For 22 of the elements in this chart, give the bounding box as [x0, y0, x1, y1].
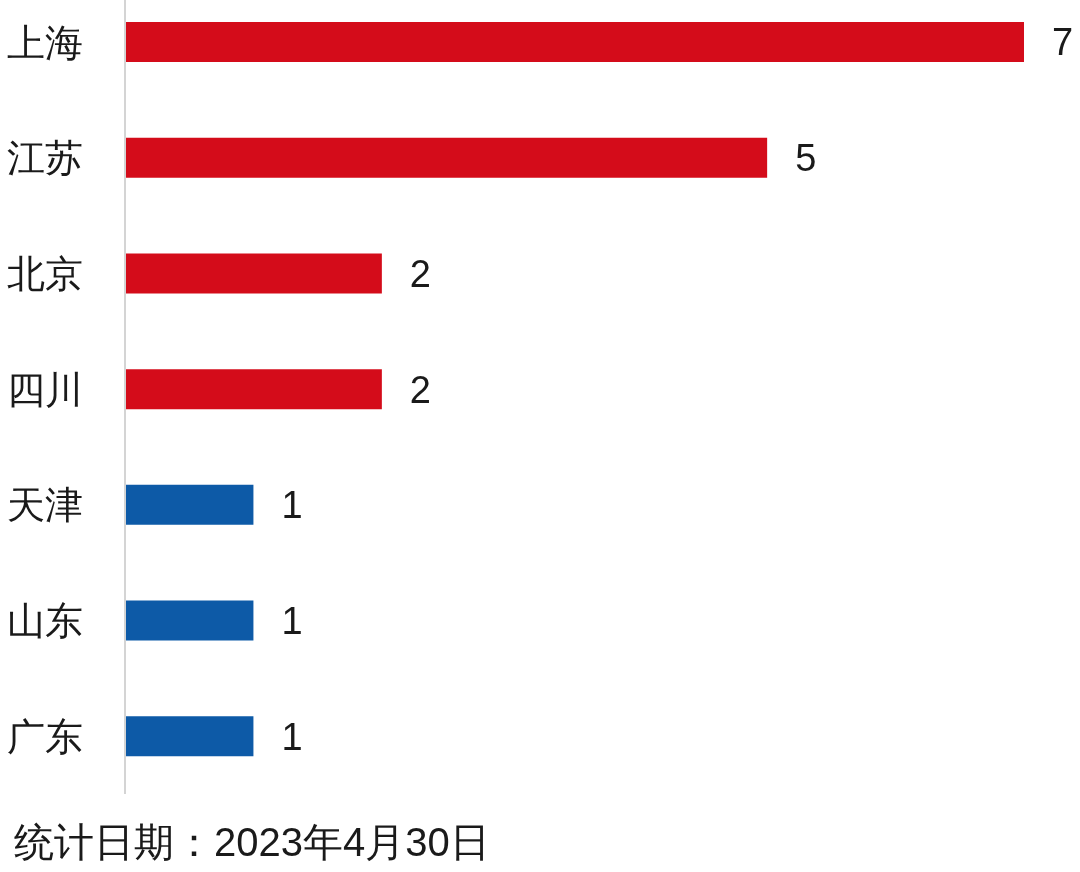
bar — [125, 716, 254, 757]
text: 统计日期：2023年4月30日 — [14, 820, 490, 864]
data-label: 1 — [281, 484, 303, 527]
y-tick-label: 天津 — [7, 484, 83, 527]
data-label: 1 — [281, 715, 303, 758]
data-label: 7 — [1052, 21, 1074, 64]
bar — [125, 369, 382, 410]
data-label: 5 — [795, 137, 817, 180]
y-tick-label: 山东 — [7, 600, 83, 643]
bar — [125, 137, 768, 178]
y-tick-label: 北京 — [7, 252, 83, 295]
y-tick-label: 上海 — [7, 21, 83, 64]
data-label: 2 — [409, 252, 431, 295]
data-label: 1 — [281, 600, 303, 643]
data-label: 2 — [409, 368, 431, 411]
bar — [125, 253, 382, 294]
y-tick-label: 四川 — [7, 368, 83, 411]
y-tick-label: 江苏 — [7, 137, 83, 180]
y-tick-label: 广东 — [7, 715, 83, 758]
bar — [125, 484, 254, 525]
bar — [125, 22, 1024, 62]
bar — [125, 600, 254, 641]
